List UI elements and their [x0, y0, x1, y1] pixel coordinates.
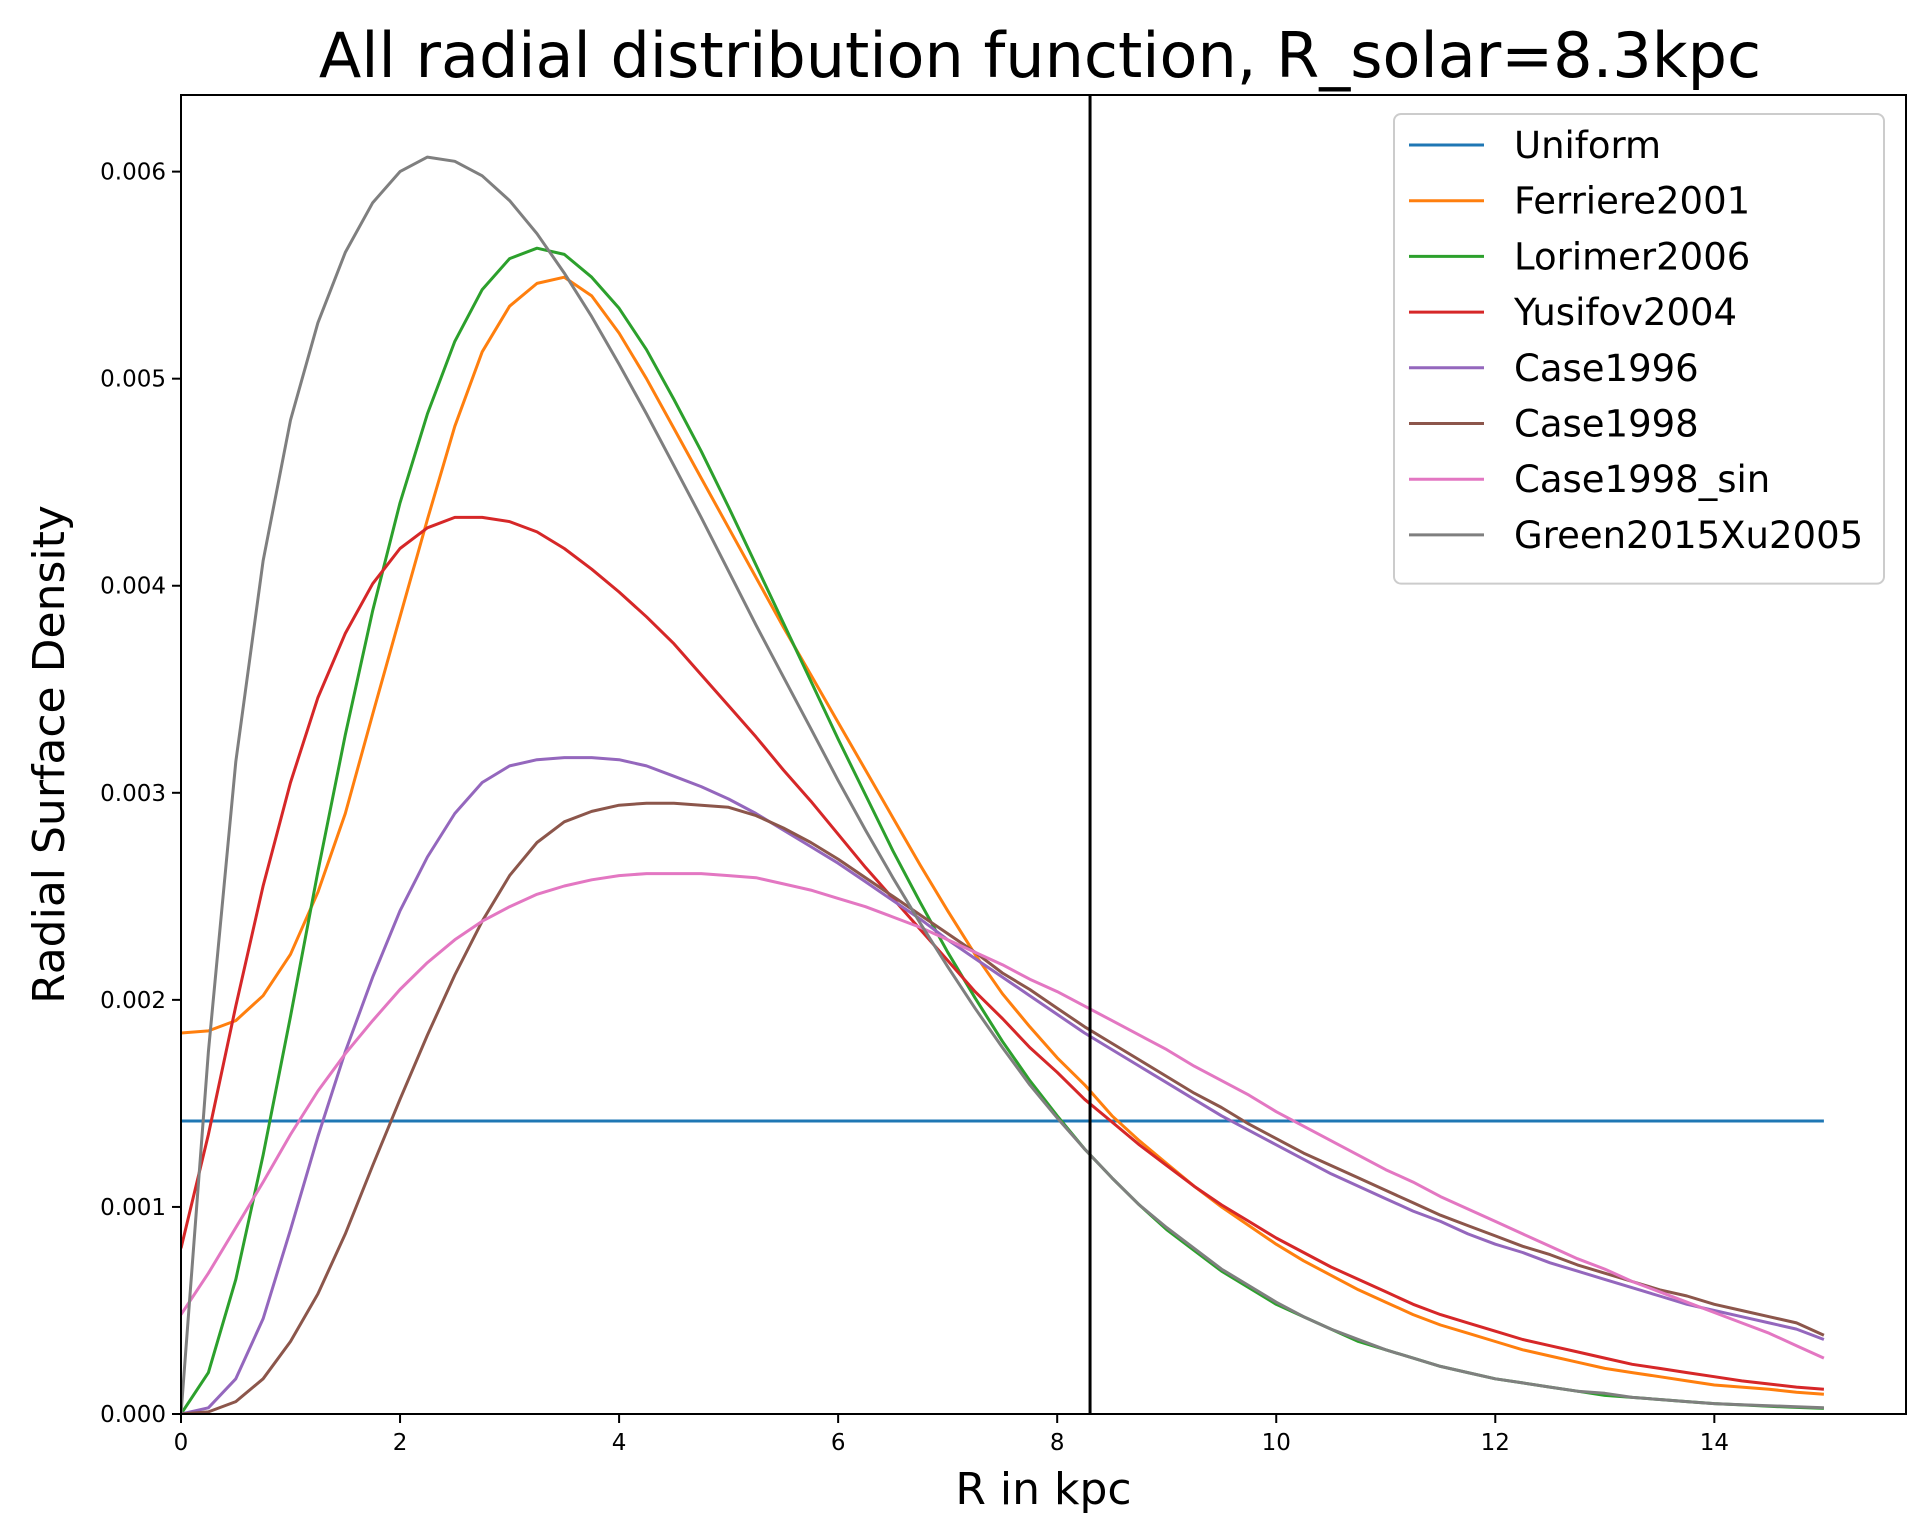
legend: Uniform Ferriere2001 Lorimer2006 Yusifov200… [1393, 113, 1885, 585]
legend-label-lorimer2006: Lorimer2006 [1514, 235, 1750, 278]
legend-label-uniform: Uniform [1514, 124, 1661, 167]
y-tick-label: 0.000 [100, 1402, 166, 1428]
y-tick-label: 0.005 [100, 367, 166, 393]
series-line-green2015xu2005 [181, 155, 1824, 1414]
legend-box [1393, 113, 1885, 585]
legend-label-green2015xu2005: Green2015Xu2005 [1514, 514, 1863, 557]
y-tick-label: 0.004 [100, 574, 166, 600]
y-axis-label: Radial Surface Density [24, 505, 75, 1004]
legend-label-case1998: Case1998 [1514, 403, 1699, 446]
legend-label-case1996: Case1996 [1514, 347, 1699, 390]
y-axis-ticks: 0.000 0.001 0.002 0.003 0.004 0.005 0.006 [100, 160, 181, 1428]
x-tick-label: 8 [1050, 1430, 1065, 1456]
y-tick-label: 0.003 [100, 781, 166, 807]
axes-frame [180, 94, 1907, 1415]
legend-label-ferriere2001: Ferriere2001 [1514, 180, 1750, 223]
x-tick-label: 14 [1700, 1430, 1729, 1456]
x-axis-label: R in kpc [955, 1464, 1131, 1515]
legend-label-yusifov2004: Yusifov2004 [1513, 291, 1737, 334]
series-line-case1998 [181, 801, 1825, 1414]
series-line-case1998-sin [181, 872, 1825, 1360]
legend-label-case1998-sin: Case1998_sin [1514, 458, 1770, 501]
series-line-case1996 [181, 756, 1825, 1414]
x-tick-label: 12 [1481, 1430, 1510, 1456]
x-tick-label: 2 [393, 1430, 408, 1456]
chart-title: All radial distribution function, R_sola… [319, 19, 1761, 92]
x-tick-label: 6 [831, 1430, 846, 1456]
series-line-yusifov2004 [181, 515, 1825, 1391]
x-tick-label: 4 [612, 1430, 627, 1456]
x-axis-ticks: 0 2 4 6 8 10 12 14 [174, 1414, 1729, 1456]
y-tick-label: 0.002 [100, 988, 166, 1014]
y-tick-label: 0.006 [100, 160, 166, 186]
series-line-ferriere2001 [181, 275, 1825, 1396]
x-tick-label: 10 [1262, 1430, 1291, 1456]
x-tick-label: 0 [174, 1430, 189, 1456]
plot-area [181, 95, 1825, 1414]
y-tick-label: 0.001 [100, 1195, 166, 1221]
